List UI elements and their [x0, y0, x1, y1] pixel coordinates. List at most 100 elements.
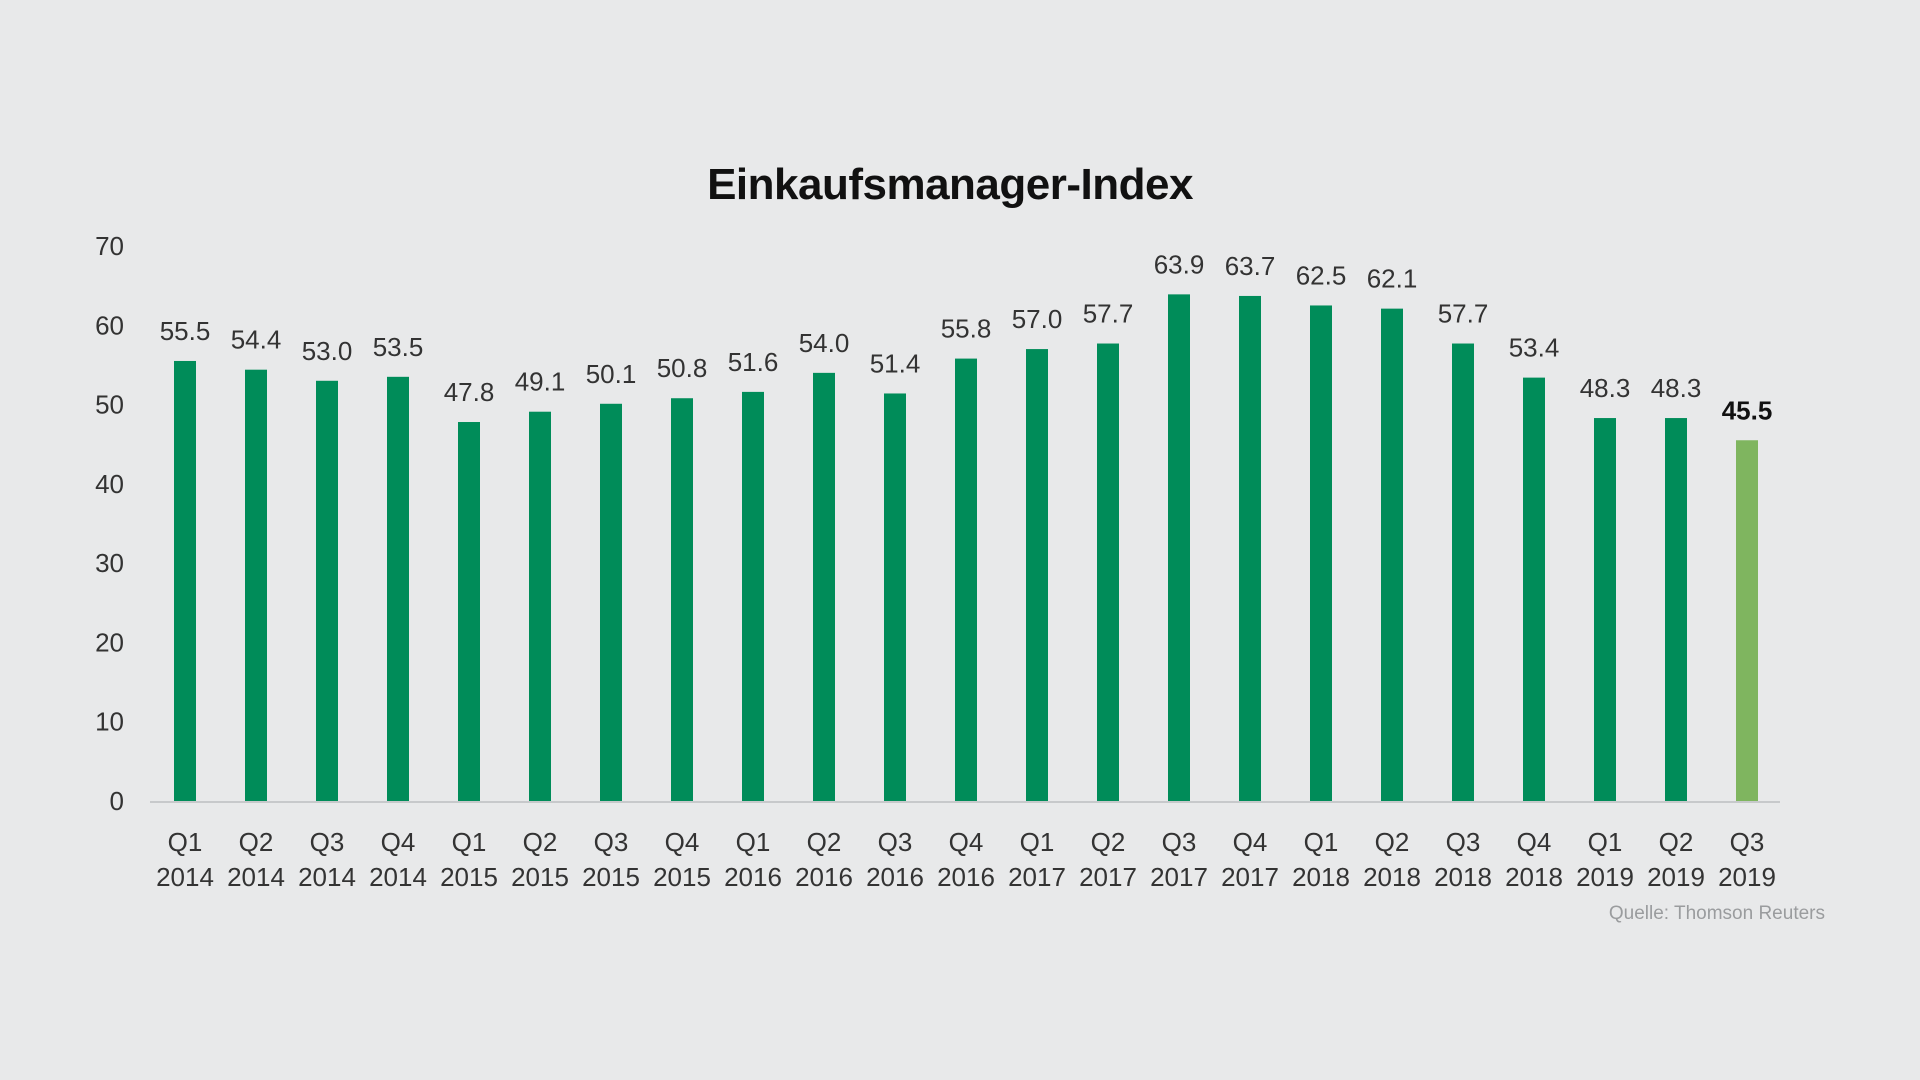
bar: [742, 391, 764, 801]
x-tick-label-year: 2019: [1718, 862, 1776, 892]
x-tick-label-quarter: Q3: [1730, 827, 1765, 857]
data-label: 55.5: [160, 316, 211, 346]
x-tick-label-year: 2015: [511, 862, 569, 892]
x-tick-label-year: 2018: [1505, 862, 1563, 892]
data-label: 45.5: [1722, 395, 1773, 425]
data-label: 62.5: [1296, 260, 1347, 290]
y-tick-label: 50: [95, 390, 124, 420]
bar: [600, 403, 622, 801]
data-label: 47.8: [444, 377, 495, 407]
x-tick-label-quarter: Q4: [665, 827, 700, 857]
x-tick-label-year: 2015: [653, 862, 711, 892]
bar: [1168, 294, 1190, 801]
x-tick-label-year: 2016: [795, 862, 853, 892]
y-tick-label: 70: [95, 231, 124, 261]
x-tick-label-quarter: Q4: [1233, 827, 1268, 857]
x-tick-label-quarter: Q2: [807, 827, 842, 857]
x-tick-label-year: 2014: [298, 862, 356, 892]
data-label: 51.6: [728, 347, 779, 377]
x-tick-label-quarter: Q3: [594, 827, 629, 857]
bar: [1594, 418, 1616, 801]
x-tick-label-quarter: Q1: [168, 827, 203, 857]
x-tick-label-quarter: Q4: [381, 827, 416, 857]
x-tick-label-year: 2014: [227, 862, 285, 892]
x-tick-label-year: 2019: [1576, 862, 1634, 892]
x-tick-label-year: 2017: [1150, 862, 1208, 892]
x-tick-label-year: 2016: [866, 862, 924, 892]
x-tick-label-quarter: Q2: [1375, 827, 1410, 857]
data-label: 55.8: [941, 314, 992, 344]
bar: [1239, 295, 1261, 801]
chart-title: Einkaufsmanager-Index: [707, 160, 1193, 209]
x-tick-label-year: 2017: [1008, 862, 1066, 892]
bar: [387, 376, 409, 801]
bar: [1026, 349, 1048, 801]
data-label: 53.5: [373, 332, 424, 362]
x-tick-label-year: 2014: [156, 862, 214, 892]
bar: [1452, 343, 1474, 801]
y-tick-label: 10: [95, 707, 124, 737]
data-label: 53.4: [1509, 333, 1560, 363]
x-tick-label-quarter: Q1: [1304, 827, 1339, 857]
bar: [884, 393, 906, 801]
y-tick-label: 40: [95, 469, 124, 499]
x-tick-label-quarter: Q1: [452, 827, 487, 857]
bar: [1097, 343, 1119, 801]
x-tick-label-quarter: Q2: [523, 827, 558, 857]
bar: [316, 380, 338, 801]
x-tick-label-quarter: Q3: [1446, 827, 1481, 857]
data-label: 54.0: [799, 328, 850, 358]
x-tick-label-quarter: Q1: [736, 827, 771, 857]
x-tick-label-quarter: Q1: [1588, 827, 1623, 857]
bar: [1381, 308, 1403, 801]
data-label: 57.7: [1083, 299, 1134, 329]
x-tick-label-quarter: Q3: [878, 827, 913, 857]
bar: [1736, 440, 1758, 801]
data-label: 48.3: [1580, 373, 1631, 403]
x-tick-label-year: 2015: [582, 862, 640, 892]
bar: [1310, 305, 1332, 801]
data-label: 49.1: [515, 367, 566, 397]
bar: [529, 411, 551, 801]
data-label: 63.9: [1154, 249, 1205, 279]
bar: [671, 398, 693, 801]
source-note: Quelle: Thomson Reuters: [1608, 903, 1825, 924]
y-tick-label: 30: [95, 548, 124, 578]
y-tick-label: 0: [110, 786, 124, 816]
data-label: 50.8: [657, 353, 708, 383]
x-tick-label-year: 2014: [369, 862, 427, 892]
bar: [1665, 418, 1687, 801]
x-tick-label-year: 2015: [440, 862, 498, 892]
bar: [1523, 377, 1545, 801]
data-label: 54.4: [231, 325, 282, 355]
data-label: 51.4: [870, 348, 921, 378]
x-tick-label-quarter: Q4: [949, 827, 984, 857]
bar: [174, 360, 196, 801]
data-label: 48.3: [1651, 373, 1702, 403]
bar: [458, 422, 480, 801]
x-tick-label-year: 2017: [1079, 862, 1137, 892]
y-tick-label: 60: [95, 310, 124, 340]
x-tick-label-year: 2016: [937, 862, 995, 892]
data-label: 50.1: [586, 359, 637, 389]
x-tick-label-quarter: Q2: [1091, 827, 1126, 857]
x-tick-label-year: 2018: [1292, 862, 1350, 892]
bar: [245, 369, 267, 801]
data-label: 53.0: [302, 336, 353, 366]
x-tick-label-quarter: Q4: [1517, 827, 1552, 857]
x-tick-label-year: 2018: [1434, 862, 1492, 892]
x-tick-label-year: 2016: [724, 862, 782, 892]
bar: [813, 372, 835, 801]
data-label: 57.0: [1012, 304, 1063, 334]
x-tick-label-year: 2018: [1363, 862, 1421, 892]
x-tick-label-quarter: Q3: [310, 827, 345, 857]
x-tick-label-quarter: Q2: [239, 827, 274, 857]
x-tick-label-year: 2019: [1647, 862, 1705, 892]
x-tick-label-year: 2017: [1221, 862, 1279, 892]
data-label: 57.7: [1438, 299, 1489, 329]
data-label: 63.7: [1225, 251, 1276, 281]
x-tick-label-quarter: Q1: [1020, 827, 1055, 857]
data-label: 62.1: [1367, 264, 1418, 294]
